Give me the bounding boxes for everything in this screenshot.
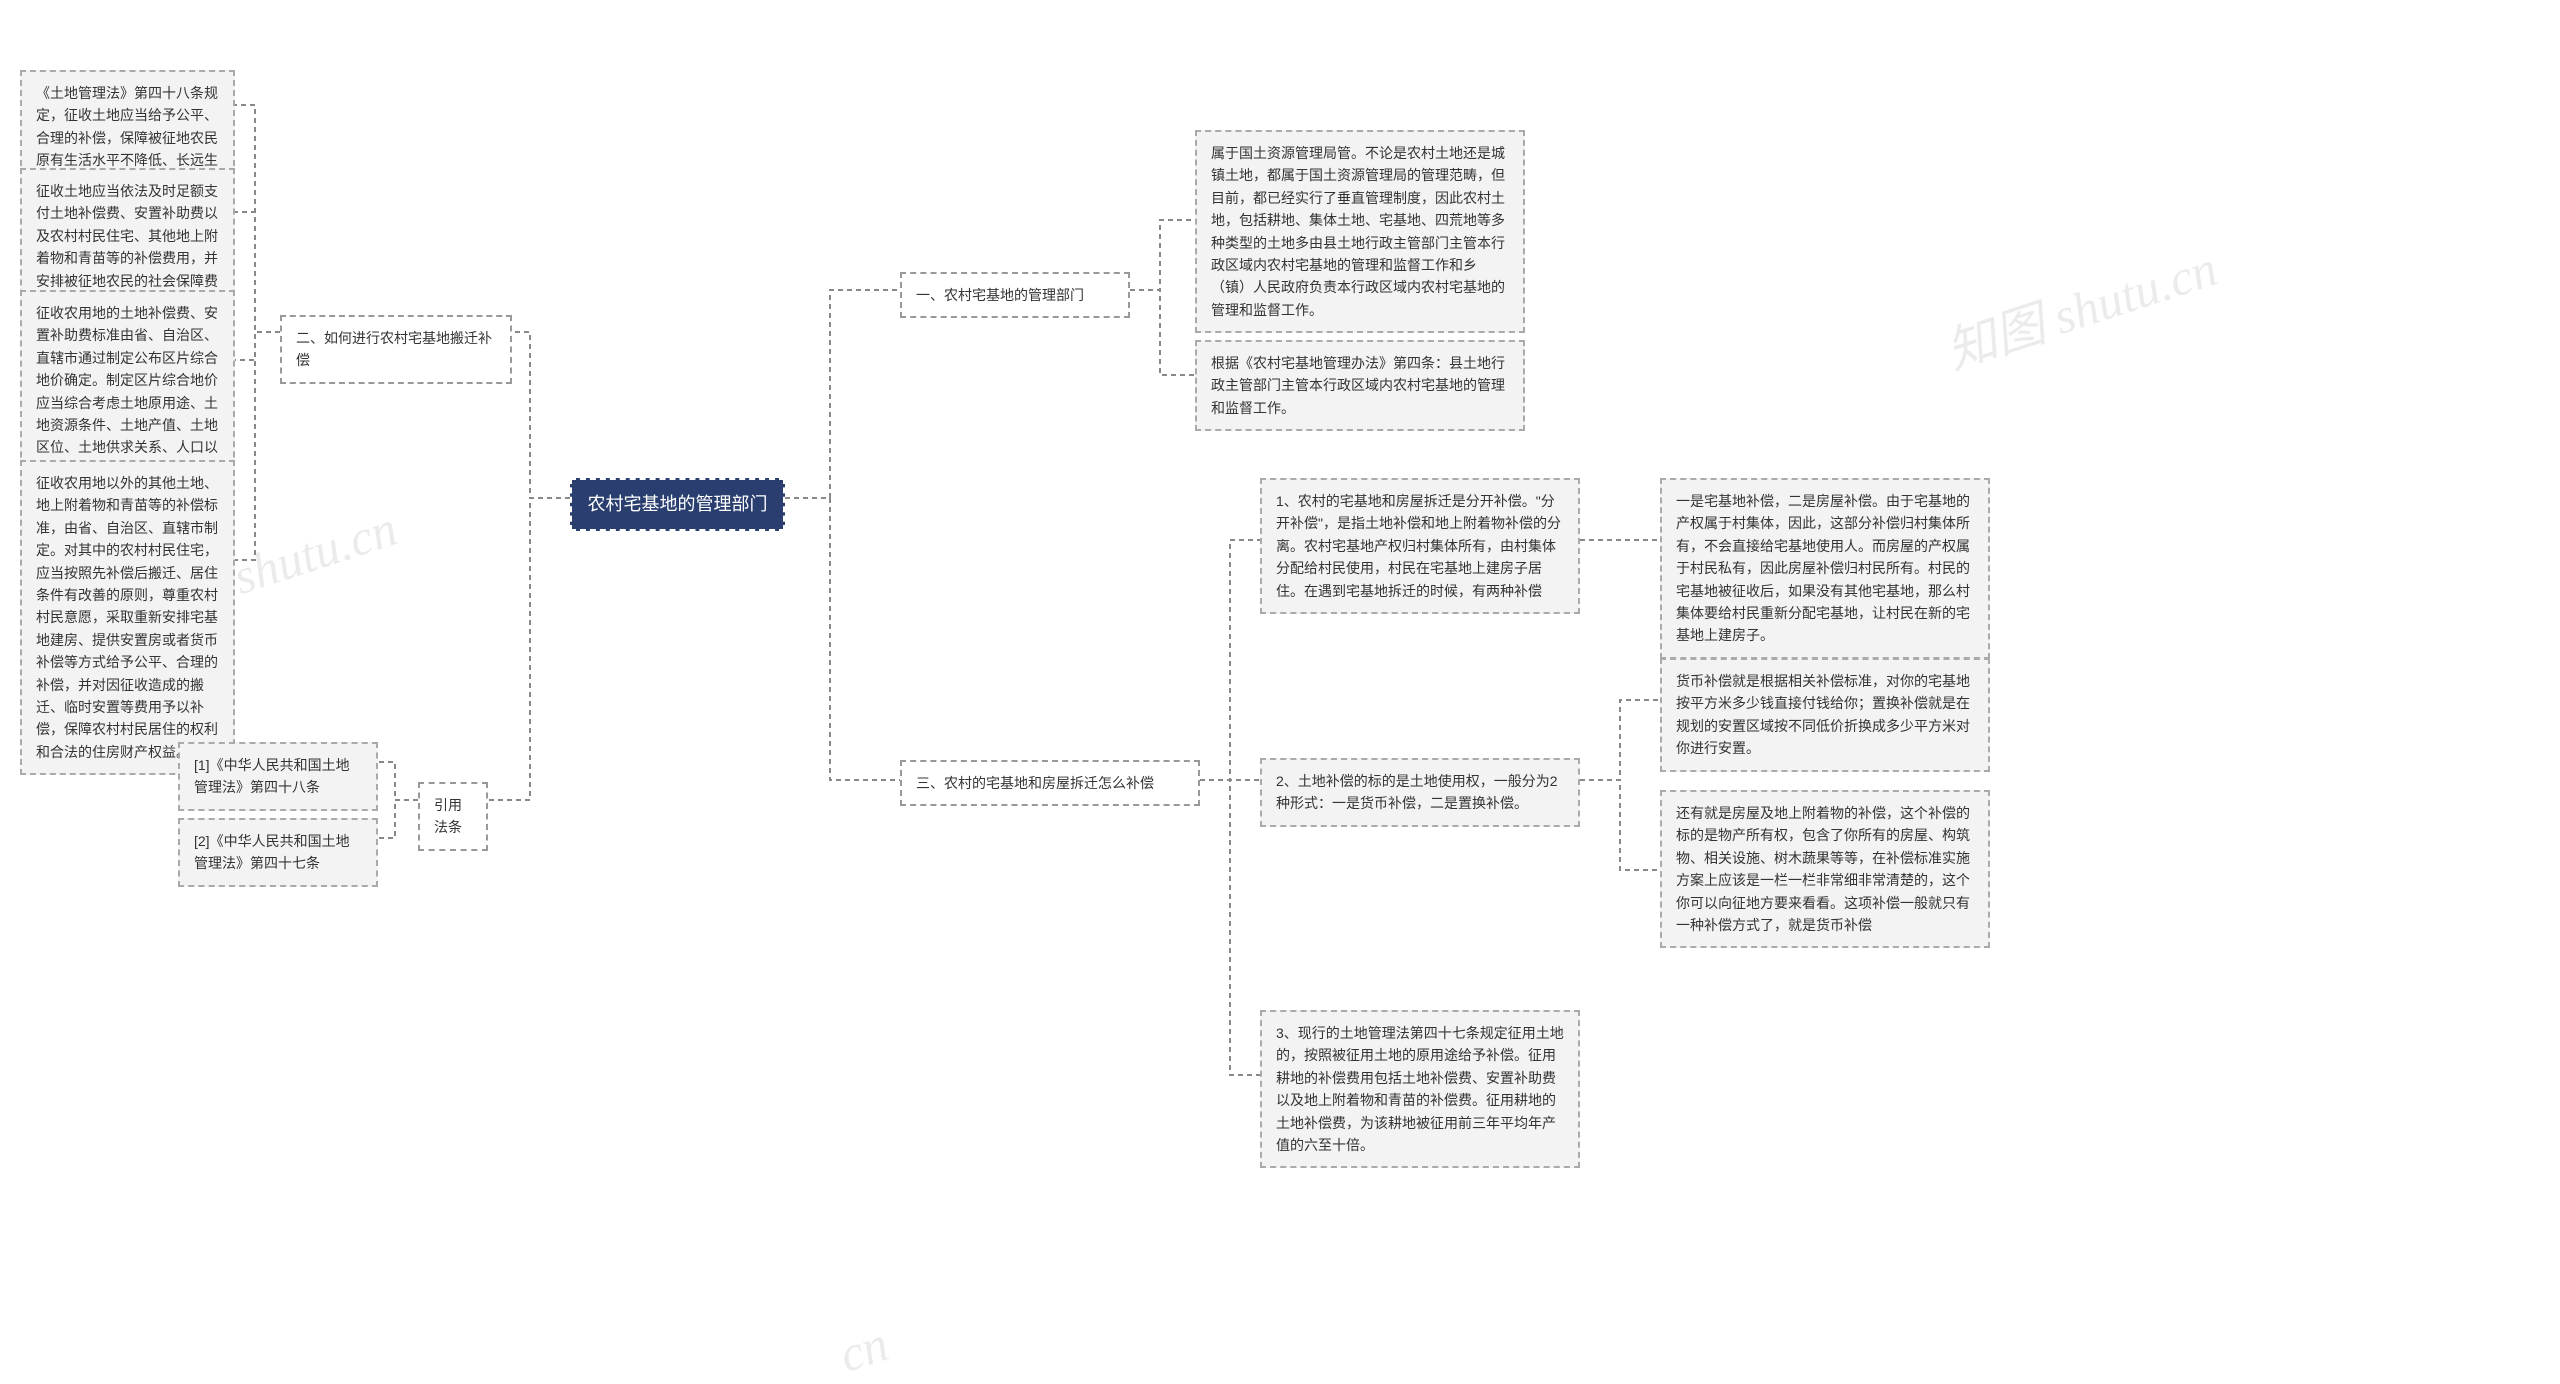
branch-citation: 引用法条 [418, 782, 488, 851]
leaf-section1-1: 属于国土资源管理局管。不论是农村土地还是城镇土地，都属于国土资源管理局的管理范畴… [1195, 130, 1525, 333]
leaf-section3-1b: 一是宅基地补偿，二是房屋补偿。由于宅基地的产权属于村集体，因此，这部分补偿归村集… [1660, 478, 1990, 659]
leaf-citation-1: [1]《中华人民共和国土地管理法》第四十八条 [178, 742, 378, 811]
branch-section2: 二、如何进行农村宅基地搬迁补偿 [280, 315, 512, 384]
leaf-section3-2c: 还有就是房屋及地上附着物的补偿，这个补偿的标的是物产所有权，包含了你所有的房屋、… [1660, 790, 1990, 948]
watermark: 知图 shutu.cn [1936, 228, 2225, 383]
root-node: 农村宅基地的管理部门 [570, 478, 785, 531]
watermark: cn [832, 1314, 895, 1384]
leaf-section3-2b: 货币补偿就是根据相关补偿标准，对你的宅基地按平方米多少钱直接付钱给你；置换补偿就… [1660, 658, 1990, 772]
branch-section3: 三、农村的宅基地和房屋拆迁怎么补偿 [900, 760, 1200, 806]
branch-section1: 一、农村宅基地的管理部门 [900, 272, 1130, 318]
leaf-citation-2: [2]《中华人民共和国土地管理法》第四十七条 [178, 818, 378, 887]
leaf-section3-3: 3、现行的土地管理法第四十七条规定征用土地的，按照被征用土地的原用途给予补偿。征… [1260, 1010, 1580, 1168]
leaf-section3-2: 2、土地补偿的标的是土地使用权，一般分为2种形式：一是货币补偿，二是置换补偿。 [1260, 758, 1580, 827]
leaf-section3-1: 1、农村的宅基地和房屋拆迁是分开补偿。"分开补偿"，是指土地补偿和地上附着物补偿… [1260, 478, 1580, 614]
leaf-section1-2: 根据《农村宅基地管理办法》第四条：县土地行政主管部门主管本行政区域内农村宅基地的… [1195, 340, 1525, 431]
leaf-section2-4: 征收农用地以外的其他土地、地上附着物和青苗等的补偿标准，由省、自治区、直辖市制定… [20, 460, 235, 775]
